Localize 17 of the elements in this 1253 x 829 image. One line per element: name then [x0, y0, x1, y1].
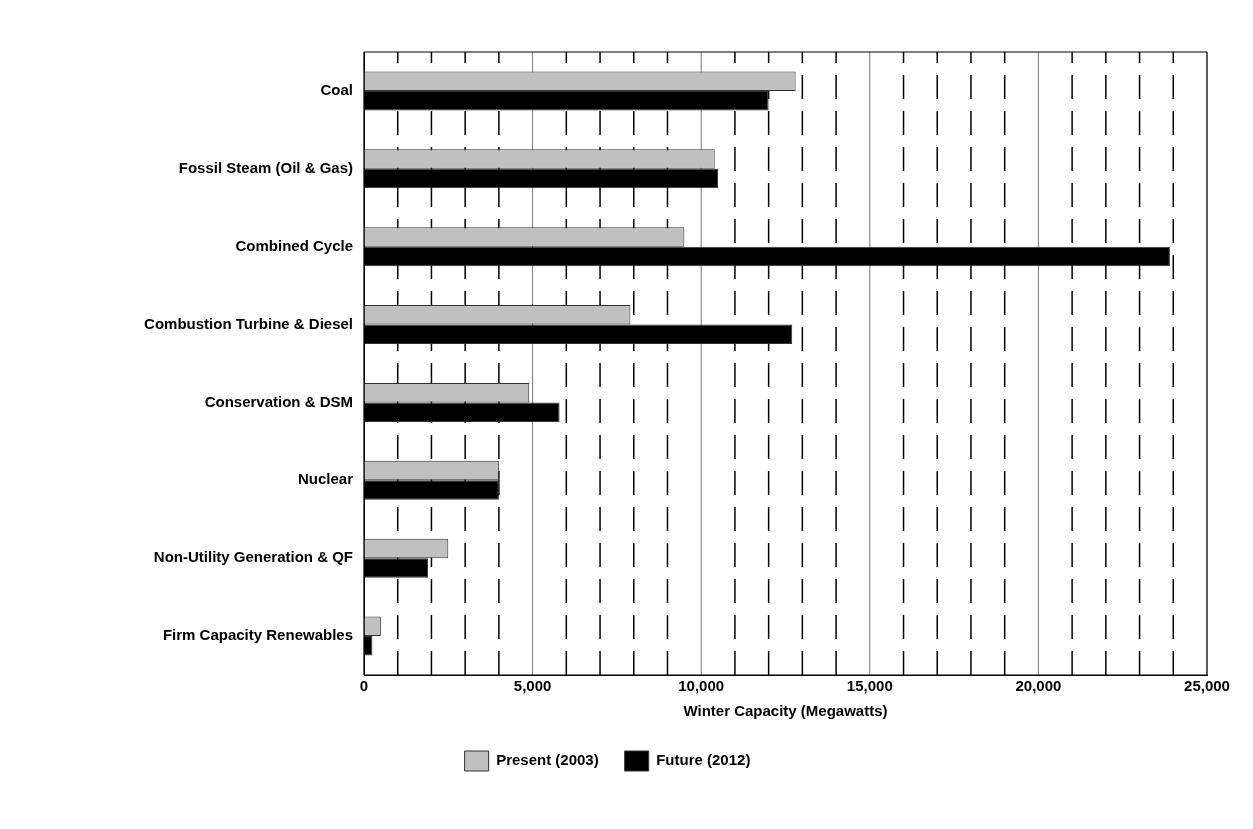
- y-tick-label: Combustion Turbine & Diesel: [144, 314, 353, 332]
- x-tick-label: 25,000: [1184, 677, 1230, 695]
- x-tick-label: 10,000: [678, 677, 725, 695]
- y-tick-label: Coal: [320, 81, 353, 99]
- x-tick-label: 0: [359, 677, 369, 695]
- y-tick-label: Non-Utility Generation & QF: [153, 548, 353, 566]
- legend-label: Future (2012): [656, 751, 751, 769]
- legend-label: Present (2003): [496, 751, 599, 769]
- y-tick-label: Combined Cycle: [235, 236, 353, 254]
- y-tick-label: Fossil Steam (Oil & Gas): [178, 158, 353, 176]
- y-tick-label: Conservation & DSM: [204, 392, 353, 410]
- x-tick-label: 5,000: [513, 677, 552, 695]
- x-tick-label: 20,000: [1015, 677, 1062, 695]
- x-axis-title: Winter Capacity (Megawatts): [683, 702, 888, 720]
- y-tick-label: Nuclear: [297, 470, 354, 488]
- y-tick-label: Firm Capacity Renewables: [162, 626, 353, 644]
- x-tick-label: 15,000: [846, 677, 893, 695]
